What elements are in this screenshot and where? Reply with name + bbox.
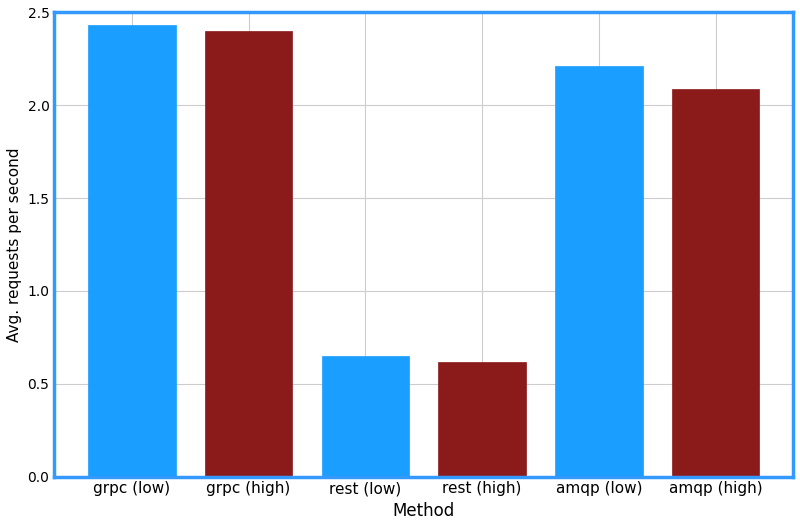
Bar xyxy=(322,356,409,476)
Bar xyxy=(88,25,175,476)
Bar xyxy=(672,89,759,476)
Bar xyxy=(205,31,292,476)
Y-axis label: Avg. requests per second: Avg. requests per second xyxy=(7,147,22,342)
Bar xyxy=(438,362,526,476)
Bar xyxy=(555,66,642,476)
X-axis label: Method: Method xyxy=(393,502,455,520)
